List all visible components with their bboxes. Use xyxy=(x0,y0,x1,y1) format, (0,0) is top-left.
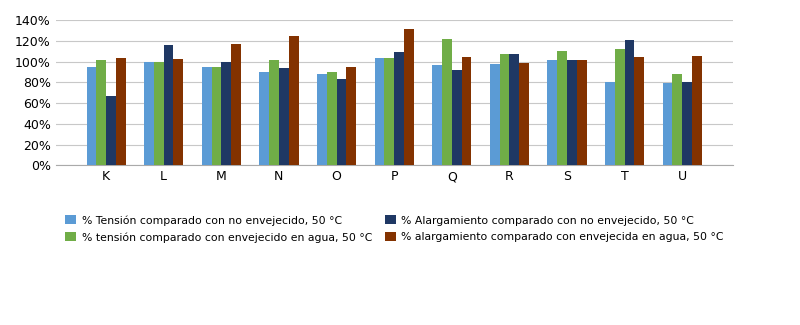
Bar xyxy=(662,83,672,165)
Bar xyxy=(269,60,279,165)
Bar xyxy=(394,52,404,165)
Bar xyxy=(499,54,510,165)
Bar xyxy=(682,82,692,165)
Bar xyxy=(634,57,644,165)
Bar xyxy=(519,62,529,165)
Bar xyxy=(259,72,269,165)
Legend: % Tensión comparado con no envejecido, 50 °C, % tensión comparado con envejecido: % Tensión comparado con no envejecido, 5… xyxy=(61,211,728,247)
Bar xyxy=(202,67,211,165)
Bar xyxy=(96,60,106,165)
Bar xyxy=(174,59,183,165)
Bar xyxy=(557,51,567,165)
Bar xyxy=(211,67,222,165)
Bar xyxy=(692,56,702,165)
Bar xyxy=(614,49,625,165)
Bar xyxy=(462,57,471,165)
Bar xyxy=(116,58,126,165)
Bar xyxy=(346,67,356,165)
Bar xyxy=(547,60,557,165)
Bar xyxy=(289,35,298,165)
Bar xyxy=(605,82,614,165)
Bar xyxy=(452,70,462,165)
Bar xyxy=(374,58,384,165)
Bar xyxy=(222,61,231,165)
Bar xyxy=(279,68,289,165)
Bar xyxy=(672,74,682,165)
Bar xyxy=(326,72,337,165)
Bar xyxy=(404,29,414,165)
Bar xyxy=(144,61,154,165)
Bar xyxy=(106,96,116,165)
Bar xyxy=(317,74,326,165)
Bar xyxy=(567,60,577,165)
Bar xyxy=(337,79,346,165)
Bar xyxy=(625,40,634,165)
Bar xyxy=(510,54,519,165)
Bar xyxy=(442,39,452,165)
Bar xyxy=(490,64,499,165)
Bar xyxy=(432,65,442,165)
Bar xyxy=(577,60,586,165)
Bar xyxy=(154,61,164,165)
Bar xyxy=(164,45,174,165)
Bar xyxy=(384,58,394,165)
Bar xyxy=(86,67,96,165)
Bar xyxy=(231,44,241,165)
